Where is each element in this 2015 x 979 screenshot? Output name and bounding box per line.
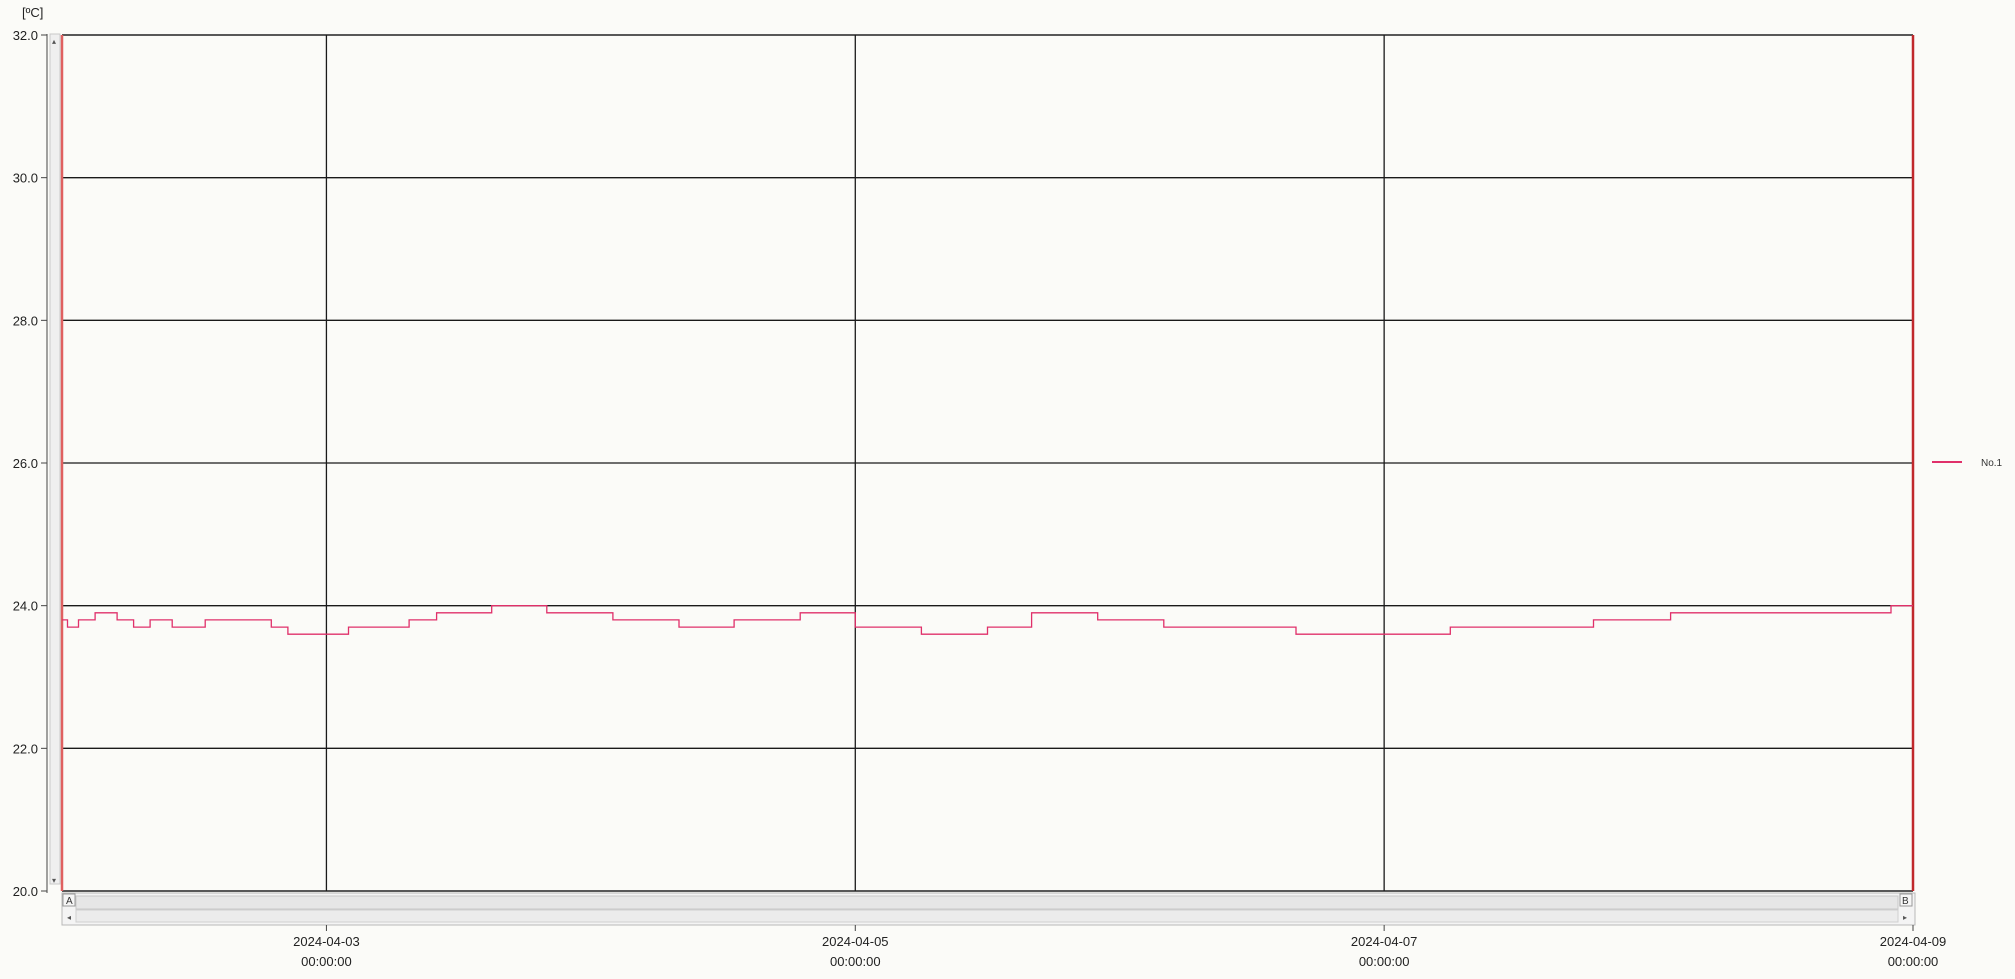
grid-lines	[62, 34, 1913, 892]
y-axis-unit-label: [ºC]	[22, 5, 43, 20]
y-scrollbar-up-arrow[interactable]: ▴	[52, 37, 56, 46]
y-tick-label: 24.0	[13, 599, 38, 614]
series-line-no1	[62, 605, 1913, 635]
y-axis: [ºC] ▴ ▾ 32.0 30.0 28.0 26.0 24.0 22.0 20.0	[13, 5, 61, 899]
cursor-a-marker[interactable]	[62, 893, 76, 907]
x-tick-time-label: 00:00:00	[1888, 954, 1939, 969]
x-tick-time-label: 00:00:00	[301, 954, 352, 969]
x-tick-labels: 2024-04-03 00:00:00 2024-04-05 00:00:00 2024…	[293, 925, 1946, 969]
x-tick-date-label: 2024-04-09	[1880, 934, 1947, 949]
x-scrollbar[interactable]: A B ◂ ▸	[61, 892, 1916, 926]
y-tick-label: 28.0	[13, 313, 38, 328]
x-scrollbar-lower[interactable]	[75, 909, 1899, 923]
x-tick-date-label: 2024-04-03	[293, 934, 360, 949]
y-tick-label: 26.0	[13, 456, 38, 471]
legend: No.1	[1932, 458, 2003, 469]
x-tick-time-label: 00:00:00	[830, 954, 881, 969]
x-scrollbar-right-arrow[interactable]: ▸	[1903, 913, 1907, 922]
x-scrollbar-thumb[interactable]	[75, 895, 1899, 910]
y-tick-label: 30.0	[13, 171, 38, 186]
x-scrollbar-left-arrow[interactable]: ◂	[67, 913, 71, 922]
y-tick-label: 20.0	[13, 884, 38, 899]
y-tick-labels: 32.0 30.0 28.0 26.0 24.0 22.0 20.0	[13, 28, 47, 899]
y-tick-label: 22.0	[13, 741, 38, 756]
x-tick-date-label: 2024-04-05	[822, 934, 889, 949]
legend-label-no1: No.1	[1981, 458, 2003, 469]
x-tick-time-label: 00:00:00	[1359, 954, 1410, 969]
cursor-a-label: A	[66, 896, 73, 907]
y-tick-label: 32.0	[13, 28, 38, 43]
cursor-b-label: B	[1902, 896, 1909, 907]
y-scrollbar-down-arrow[interactable]: ▾	[52, 876, 56, 885]
x-tick-date-label: 2024-04-07	[1351, 934, 1418, 949]
cursor-b-marker[interactable]	[1899, 893, 1913, 907]
y-scrollbar-track[interactable]	[49, 33, 61, 885]
